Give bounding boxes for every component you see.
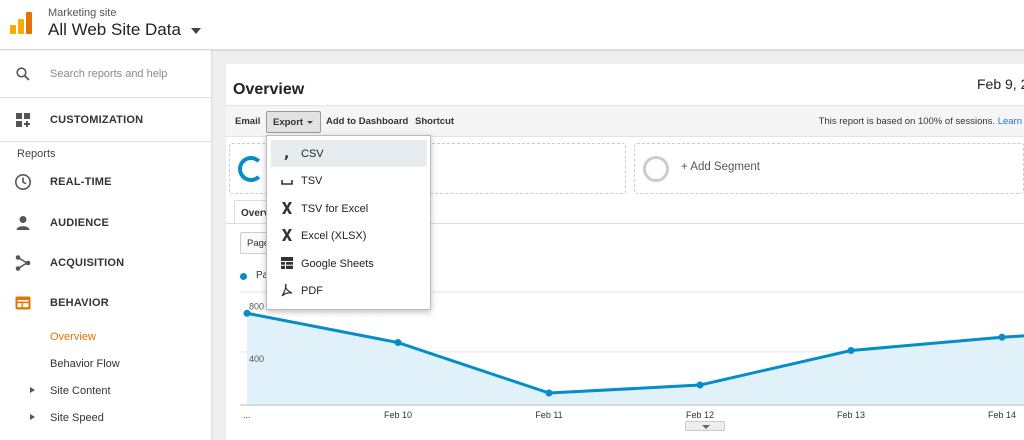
data-point (998, 333, 1006, 341)
tab-divider (226, 223, 1024, 224)
sidebar-subitem-site-speed[interactable]: Site Speed (50, 412, 104, 424)
search-row (0, 50, 211, 98)
expand-arrow-icon[interactable] (30, 387, 35, 393)
data-point (243, 309, 251, 317)
add-to-dashboard-button[interactable]: Add to Dashboard (326, 116, 409, 127)
pdf-icon (281, 283, 293, 297)
sheets-grid-icon (281, 257, 293, 269)
sampling-note: This report is based on 100% of sessions… (819, 116, 1022, 127)
x-tick-label: Feb 12 (686, 410, 714, 420)
dashboard-plus-icon (16, 113, 30, 127)
segment-ring-icon (238, 156, 264, 182)
export-menu-label: TSV (301, 174, 323, 187)
search-icon (16, 67, 30, 81)
x-tick-label: Feb 14 (988, 410, 1016, 420)
acquisition-icon (15, 255, 31, 271)
shortcut-button[interactable]: Shortcut (415, 116, 455, 127)
add-segment-label: + Add Segment (681, 161, 760, 173)
clock-icon (15, 174, 31, 190)
excel-x-icon (282, 229, 292, 241)
page-title: Overview (233, 81, 305, 98)
sidebar-subitem-behavior-flow[interactable]: Behavior Flow (50, 358, 120, 370)
sidebar-item-label: REAL-TIME (50, 176, 112, 188)
sidebar-item-acquisition[interactable]: ACQUISITION (0, 243, 211, 283)
data-point (545, 389, 553, 397)
export-menu-item-csv[interactable]: , CSV (271, 140, 427, 167)
chevron-down-icon (307, 120, 314, 124)
report-toolbar: Email Export Add to Dashboard Shortcut T… (226, 105, 1024, 137)
sidebar-item-label: AUDIENCE (50, 217, 110, 229)
export-button[interactable]: Export (266, 111, 322, 133)
export-menu-label: CSV (301, 147, 324, 160)
sidebar-item-customization[interactable]: CUSTOMIZATION (0, 100, 211, 140)
y-tick-label: 400 (249, 354, 264, 364)
add-segment-card[interactable]: + Add Segment (634, 143, 1024, 194)
sidebar-subitem-overview[interactable]: Overview (50, 331, 96, 343)
export-menu-item-tsv-excel[interactable]: TSV for Excel (271, 195, 427, 222)
export-menu-item-google-sheets[interactable]: Google Sheets (271, 250, 427, 277)
account-name: Marketing site (48, 7, 117, 19)
sampling-note-text: This report is based on 100% of sessions… (818, 116, 996, 127)
sidebar-item-label: BEHAVIOR (50, 297, 109, 309)
svg-text:,: , (284, 146, 289, 161)
divider (0, 141, 211, 142)
search-input[interactable] (50, 64, 200, 84)
date-range-selector[interactable]: Feb 9, 2 (973, 70, 1024, 100)
x-tick-label: Feb 11 (535, 410, 562, 420)
csv-comma-icon: , (284, 146, 289, 161)
top-header: Marketing site All Web Site Data (0, 0, 1024, 50)
chevron-down-icon (190, 28, 201, 34)
excel-x-icon (282, 202, 292, 214)
sidebar-subitem-site-content[interactable]: Site Content (50, 385, 111, 397)
person-icon (16, 216, 30, 230)
view-selector[interactable]: All Web Site Data (48, 20, 201, 40)
export-menu: , CSV TSV TSV for Excel Excel (XLSX) Goo… (266, 135, 431, 310)
sidebar-item-label: CUSTOMIZATION (50, 114, 144, 126)
export-menu-label: Google Sheets (301, 257, 374, 270)
segment-ring-icon (643, 156, 669, 182)
series-area (247, 313, 1024, 405)
reports-heading: Reports (17, 148, 56, 160)
expand-arrow-icon[interactable] (30, 414, 35, 420)
chart-scroll-handle[interactable] (685, 421, 725, 431)
x-tick-label: Feb 10 (384, 410, 412, 420)
data-point (847, 346, 855, 354)
sidebar-item-label: ACQUISITION (50, 257, 125, 269)
behavior-icon (15, 296, 31, 310)
export-menu-item-pdf[interactable]: PDF (271, 277, 427, 304)
data-point (696, 381, 704, 389)
tsv-space-icon (281, 180, 293, 185)
x-tick-label: ... (243, 410, 251, 420)
export-menu-item-tsv[interactable]: TSV (271, 167, 427, 194)
email-button[interactable]: Email (235, 116, 261, 127)
legend-label: Pageviews (256, 270, 266, 281)
export-label: Export (273, 117, 304, 128)
view-name: All Web Site Data (48, 20, 181, 39)
export-menu-label: PDF (301, 284, 323, 297)
analytics-logo-icon (10, 12, 32, 34)
sidebar-item-audience[interactable]: AUDIENCE (0, 203, 211, 243)
x-tick-label: Feb 13 (837, 410, 865, 420)
legend-dot-icon (240, 273, 247, 280)
sidebar: CUSTOMIZATION Reports REAL-TIME AUDIENCE… (0, 50, 212, 440)
sidebar-item-behavior[interactable]: BEHAVIOR (0, 283, 211, 323)
sidebar-item-real-time[interactable]: REAL-TIME (0, 162, 211, 202)
learn-more-link[interactable]: Learn (997, 116, 1022, 127)
y-tick-label: 800 (249, 302, 264, 312)
export-menu-item-xlsx[interactable]: Excel (XLSX) (271, 222, 427, 249)
data-point (394, 339, 402, 347)
export-menu-label: Excel (XLSX) (301, 229, 367, 242)
series-line (246, 311, 1024, 395)
export-menu-label: TSV for Excel (301, 202, 369, 215)
